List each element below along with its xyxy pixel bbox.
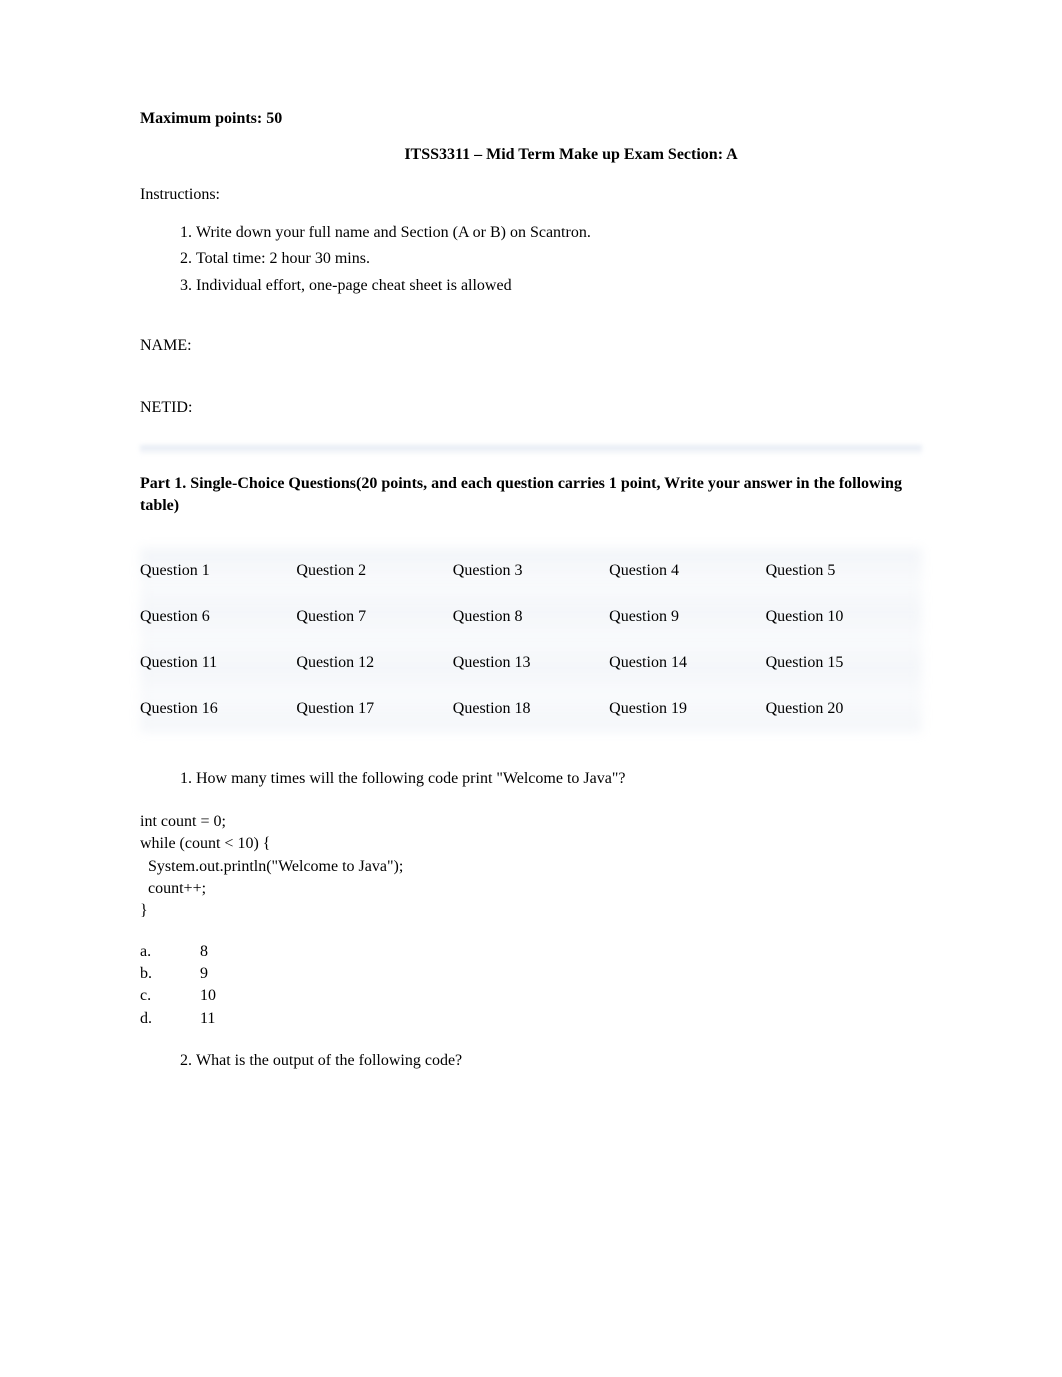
instruction-list: Write down your full name and Section (A… [140, 222, 922, 297]
code-line: } [140, 900, 922, 922]
table-cell: Question 1 [140, 548, 296, 594]
option-letter: b. [140, 963, 200, 985]
table-cell: Question 13 [453, 640, 609, 686]
option-value: 10 [200, 985, 216, 1007]
part1-heading: Part 1. Single-Choice Questions(20 point… [140, 473, 922, 516]
table-cell: Question 12 [296, 640, 452, 686]
answer-table: Question 1 Question 2 Question 3 Questio… [140, 548, 922, 732]
option-row: a. 8 [140, 941, 922, 963]
question-1-list: How many times will the following code p… [140, 768, 922, 790]
option-value: 9 [200, 963, 208, 985]
table-cell: Question 9 [609, 594, 765, 640]
table-cell: Question 3 [453, 548, 609, 594]
table-row: Question 1 Question 2 Question 3 Questio… [140, 548, 922, 594]
table-row: Question 11 Question 12 Question 13 Ques… [140, 640, 922, 686]
table-cell: Question 18 [453, 686, 609, 732]
option-row: c. 10 [140, 985, 922, 1007]
option-value: 8 [200, 941, 208, 963]
answer-table-wrapper: Question 1 Question 2 Question 3 Questio… [140, 548, 922, 732]
name-field-label: NAME: [140, 337, 922, 355]
code-line: System.out.println("Welcome to Java"); [140, 856, 922, 878]
table-cell: Question 14 [609, 640, 765, 686]
table-cell: Question 19 [609, 686, 765, 732]
option-value: 11 [200, 1008, 215, 1030]
question-1-code: int count = 0; while (count < 10) { Syst… [140, 811, 922, 923]
table-cell: Question 2 [296, 548, 452, 594]
max-points: Maximum points: 50 [140, 110, 922, 128]
question-2-list: What is the output of the following code… [140, 1052, 922, 1070]
divider-blur [140, 445, 922, 455]
table-cell: Question 8 [453, 594, 609, 640]
option-row: b. 9 [140, 963, 922, 985]
table-cell: Question 17 [296, 686, 452, 732]
question-1-prompt: How many times will the following code p… [196, 768, 922, 790]
table-cell: Question 11 [140, 640, 296, 686]
code-line: count++; [140, 878, 922, 900]
instructions-label: Instructions: [140, 186, 922, 204]
table-cell: Question 15 [766, 640, 922, 686]
table-cell: Question 16 [140, 686, 296, 732]
option-letter: a. [140, 941, 200, 963]
option-letter: c. [140, 985, 200, 1007]
instruction-item: Individual effort, one-page cheat sheet … [196, 275, 922, 297]
table-cell: Question 20 [766, 686, 922, 732]
exam-title: ITSS3311 – Mid Term Make up Exam Section… [140, 146, 922, 164]
code-line: int count = 0; [140, 811, 922, 833]
table-row: Question 16 Question 17 Question 18 Ques… [140, 686, 922, 732]
netid-field-label: NETID: [140, 399, 922, 417]
question-1-options: a. 8 b. 9 c. 10 d. 11 [140, 941, 922, 1031]
table-cell: Question 7 [296, 594, 452, 640]
table-cell: Question 6 [140, 594, 296, 640]
table-cell: Question 4 [609, 548, 765, 594]
table-row: Question 6 Question 7 Question 8 Questio… [140, 594, 922, 640]
table-cell: Question 5 [766, 548, 922, 594]
table-cell: Question 10 [766, 594, 922, 640]
instruction-item: Total time: 2 hour 30 mins. [196, 248, 922, 270]
question-2-prompt: What is the output of the following code… [196, 1052, 922, 1070]
instruction-item: Write down your full name and Section (A… [196, 222, 922, 244]
option-letter: d. [140, 1008, 200, 1030]
option-row: d. 11 [140, 1008, 922, 1030]
code-line: while (count < 10) { [140, 833, 922, 855]
